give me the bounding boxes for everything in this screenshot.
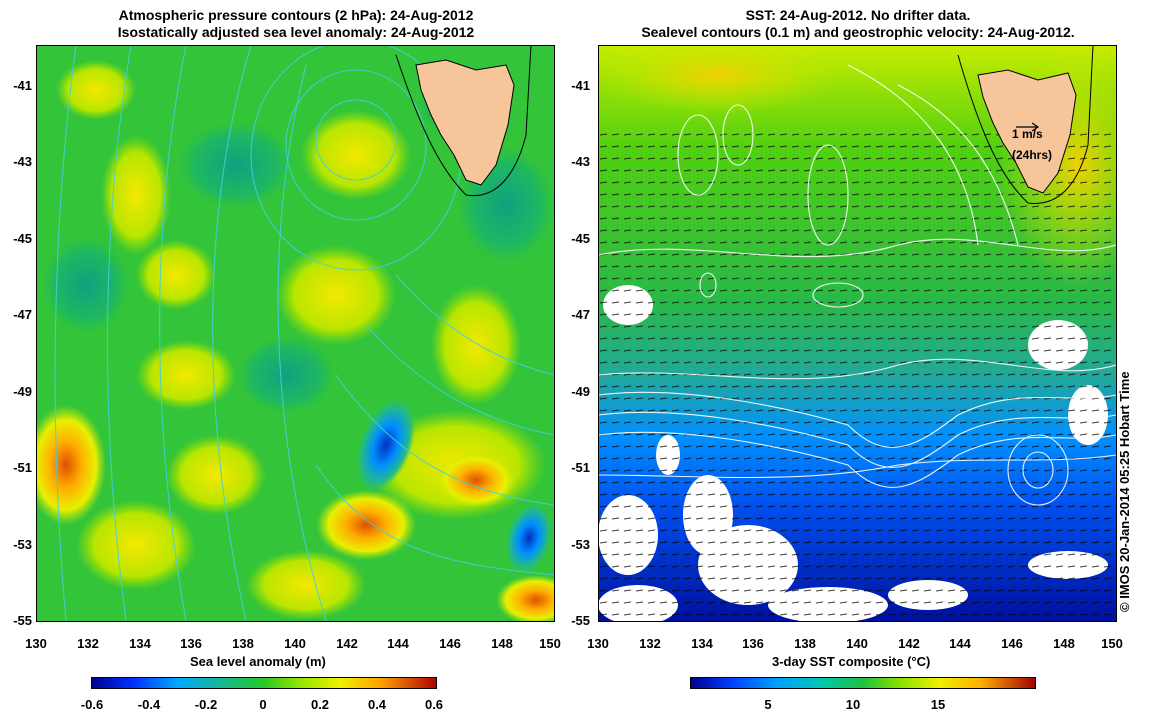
left-x-tick: 142 bbox=[336, 636, 358, 651]
left-x-tick: 150 bbox=[539, 636, 561, 651]
sea-level-anomaly-map bbox=[36, 45, 554, 621]
right-x-tick: 138 bbox=[794, 636, 816, 651]
sla-colorbar-tick: -0.4 bbox=[137, 697, 161, 712]
sst-map bbox=[598, 45, 1116, 621]
right-y-tick: -41 bbox=[571, 78, 590, 93]
tasmania-land bbox=[415, 59, 515, 186]
right-x-tick: 142 bbox=[898, 636, 920, 651]
sla-colorbar-tick: -0.6 bbox=[80, 697, 104, 712]
scale-arrow bbox=[1016, 122, 1040, 132]
right-y-tick: -55 bbox=[571, 613, 590, 628]
tasmania-land-right bbox=[977, 69, 1077, 194]
scale-arrow-label1: 1 m/s bbox=[1012, 127, 1043, 141]
sla-colorbar-tick: 0 bbox=[259, 697, 267, 712]
right-x-tick: 136 bbox=[742, 636, 764, 651]
sst-colorbar-tick: 10 bbox=[845, 697, 861, 712]
right-y-tick: -45 bbox=[571, 231, 590, 246]
left-y-tick: -41 bbox=[13, 78, 32, 93]
left-x-tick: 134 bbox=[129, 636, 151, 651]
sst-colorbar-tick: 5 bbox=[764, 697, 772, 712]
left-y-tick: -51 bbox=[13, 460, 32, 475]
left-title-line1: Atmospheric pressure contours (2 hPa): 2… bbox=[118, 7, 474, 23]
right-y-tick: -47 bbox=[571, 307, 590, 322]
left-y-tick: -43 bbox=[13, 154, 32, 169]
sla-colorbar bbox=[91, 677, 437, 689]
sla-colorbar-tick: 0.6 bbox=[424, 697, 444, 712]
sst-colorbar bbox=[690, 677, 1036, 689]
sla-colorbar-tick: 0.2 bbox=[310, 697, 330, 712]
right-x-tick: 134 bbox=[691, 636, 713, 651]
right-y-tick: -51 bbox=[571, 460, 590, 475]
left-y-tick: -47 bbox=[13, 307, 32, 322]
right-x-tick: 132 bbox=[639, 636, 661, 651]
right-x-tick: 148 bbox=[1053, 636, 1075, 651]
right-y-tick: -53 bbox=[571, 537, 590, 552]
left-x-tick: 132 bbox=[77, 636, 99, 651]
left-x-tick: 140 bbox=[284, 636, 306, 651]
right-x-tick: 146 bbox=[1001, 636, 1023, 651]
left-y-tick: -49 bbox=[13, 384, 32, 399]
left-y-tick: -45 bbox=[13, 231, 32, 246]
left-map-frame bbox=[36, 45, 555, 622]
right-colorbar-label: 3-day SST composite (°C) bbox=[772, 654, 931, 669]
right-x-tick: 130 bbox=[587, 636, 609, 651]
left-x-tick: 138 bbox=[232, 636, 254, 651]
right-x-tick: 150 bbox=[1101, 636, 1123, 651]
left-colorbar-label: Sea level anomaly (m) bbox=[190, 654, 326, 669]
sst-colorbar-tick: 15 bbox=[930, 697, 946, 712]
left-x-tick: 130 bbox=[25, 636, 47, 651]
left-x-tick: 136 bbox=[180, 636, 202, 651]
left-x-tick: 144 bbox=[387, 636, 409, 651]
right-x-tick: 144 bbox=[949, 636, 971, 651]
right-title-line2: Sealevel contours (0.1 m) and geostrophi… bbox=[641, 24, 1075, 40]
scale-arrow-label2: (24hrs) bbox=[1012, 148, 1053, 162]
right-title-line1: SST: 24-Aug-2012. No drifter data. bbox=[745, 7, 971, 23]
right-y-tick: -43 bbox=[571, 154, 590, 169]
right-x-tick: 140 bbox=[846, 636, 868, 651]
right-title: SST: 24-Aug-2012. No drifter data. Seale… bbox=[598, 7, 1118, 41]
left-x-tick: 146 bbox=[439, 636, 461, 651]
left-title-line2: Isostatically adjusted sea level anomaly… bbox=[117, 24, 475, 40]
left-y-tick: -53 bbox=[13, 537, 32, 552]
sla-colorbar-tick: -0.2 bbox=[194, 697, 218, 712]
copyright-notice: © IMOS 20-Jan-2014 05:25 Hobart Time bbox=[1117, 371, 1132, 612]
right-map-frame bbox=[598, 45, 1117, 622]
right-y-tick: -49 bbox=[571, 384, 590, 399]
sla-colorbar-tick: 0.4 bbox=[367, 697, 387, 712]
left-title: Atmospheric pressure contours (2 hPa): 2… bbox=[36, 7, 556, 41]
left-y-tick: -55 bbox=[13, 613, 32, 628]
left-x-tick: 148 bbox=[491, 636, 513, 651]
